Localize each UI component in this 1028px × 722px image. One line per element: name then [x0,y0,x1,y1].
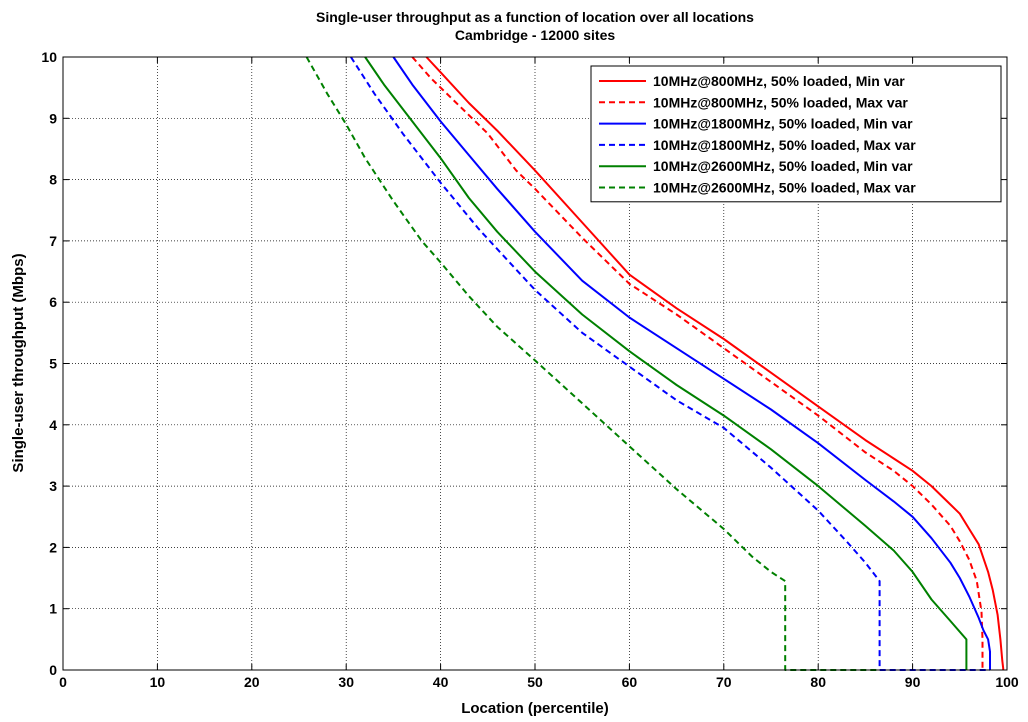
series-line-2 [411,56,984,670]
y-tick-label: 2 [49,539,57,555]
legend-label-5: 10MHz@2600MHz, 50% loaded, Min var [653,158,913,174]
x-tick-label: 90 [905,674,921,690]
legend-label-2: 10MHz@800MHz, 50% loaded, Max var [653,94,908,110]
x-tick-label: 100 [995,674,1019,690]
y-tick-label: 10 [41,49,57,65]
legend-label-1: 10MHz@800MHz, 50% loaded, Min var [653,73,905,89]
series-line-4 [350,56,990,671]
y-tick-label: 3 [49,478,57,494]
chart-subtitle: Cambridge - 12000 sites [455,27,616,43]
series-lines [305,56,1005,671]
y-tick-label: 6 [49,294,57,310]
legend-label-4: 10MHz@1800MHz, 50% loaded, Max var [653,137,916,153]
y-tick-label: 5 [49,356,57,372]
legend-label-3: 10MHz@1800MHz, 50% loaded, Min var [653,116,913,132]
x-tick-label: 50 [527,674,543,690]
ticks: 0 10 20 30 40 50 60 70 80 90 100 0 1 2 3 4 5 6 7 8 9 10 [41,49,1018,690]
x-axis-label: Location (percentile) [461,700,609,717]
series-line-1 [425,56,1005,670]
legend: 10MHz@800MHz, 50% loaded, Min var 10MHz@8… [590,65,1002,203]
y-tick-label: 0 [49,662,57,678]
x-tick-label: 40 [433,674,449,690]
y-axis-label: Single-user throughput (Mbps) [10,253,27,472]
chart-title: Single-user throughput as a function of … [316,9,754,25]
series-line-5 [364,56,968,670]
series-line-3 [392,56,991,670]
y-tick-label: 7 [49,233,57,249]
x-tick-label: 30 [338,674,354,690]
x-tick-label: 70 [716,674,732,690]
y-tick-label: 8 [49,172,57,188]
x-tick-label: 20 [244,674,260,690]
legend-label-6: 10MHz@2600MHz, 50% loaded, Max var [653,180,916,196]
y-tick-label: 4 [49,417,57,433]
x-tick-label: 0 [59,674,67,690]
y-tick-label: 1 [49,601,57,617]
x-tick-label: 10 [150,674,166,690]
x-tick-label: 80 [810,674,826,690]
series-line-6 [305,56,880,671]
legend-box [590,65,1002,203]
x-tick-label: 60 [622,674,638,690]
y-tick-label: 9 [49,110,57,126]
